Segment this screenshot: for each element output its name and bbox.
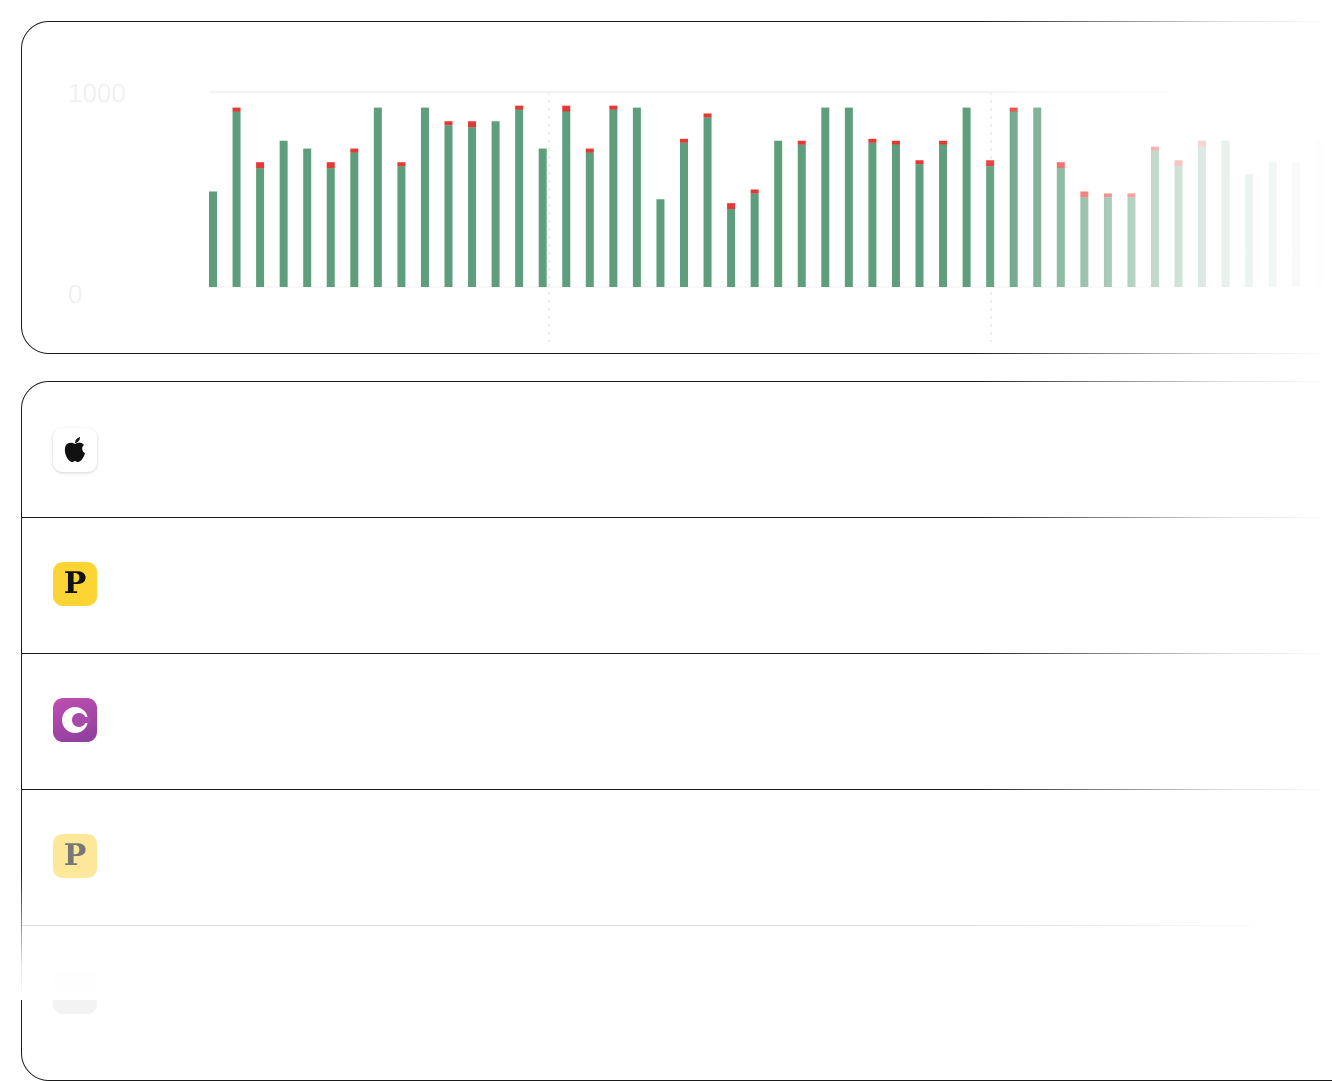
bar-red-20 (680, 138, 688, 143)
bar-green-23 (750, 193, 759, 287)
apple-icon (53, 428, 97, 472)
bar-green-1 (232, 111, 241, 287)
bar-green-20 (680, 142, 688, 287)
bar-green-31 (939, 144, 948, 287)
bar-red-22 (727, 203, 736, 209)
bar-green-45 (1268, 162, 1277, 287)
bar-green-11 (468, 127, 477, 287)
bar-red-28 (868, 138, 877, 143)
bar-green-17 (609, 109, 618, 287)
bar-red-33 (986, 160, 995, 167)
bar-green-40 (1151, 150, 1159, 287)
bar-red-31 (939, 140, 948, 145)
y-axis-tick-max: 1000 (68, 78, 126, 108)
bar-green-22 (727, 209, 736, 287)
bar-green-18 (632, 107, 641, 287)
bar-green-38 (1103, 197, 1112, 287)
crescent-c-icon (53, 698, 97, 742)
list-item[interactable] (22, 654, 1332, 790)
list-item[interactable]: P (22, 790, 1332, 926)
bar-green-47 (1315, 140, 1324, 287)
bar-red-5 (326, 162, 335, 169)
bar-green-5 (326, 168, 335, 287)
bar-red-1 (232, 107, 241, 112)
bar-green-25 (797, 144, 806, 287)
bar-green-7 (373, 107, 382, 287)
bar-red-38 (1103, 193, 1112, 198)
bar-green-26 (821, 107, 830, 287)
chart-card: 1000 0 (21, 21, 1332, 354)
app-list-card: P P (21, 381, 1332, 1081)
bar-green-9 (420, 107, 429, 287)
bar-green-43 (1221, 140, 1230, 287)
bar-green-46 (1292, 162, 1301, 287)
bar-green-14 (538, 148, 547, 287)
p-letter-icon: P (53, 562, 97, 606)
bar-green-39 (1127, 197, 1136, 287)
bar-red-25 (797, 140, 806, 145)
bar-green-2 (256, 168, 265, 287)
list-item[interactable] (22, 926, 1332, 1062)
bar-green-10 (444, 125, 453, 288)
bar-red-40 (1151, 146, 1159, 151)
p-letter-icon: P (53, 834, 97, 878)
bar-red-13 (515, 105, 524, 110)
bar-green-12 (491, 121, 500, 287)
list-item[interactable]: P (22, 518, 1332, 654)
bar-green-24 (774, 140, 783, 287)
bar-green-29 (891, 144, 900, 287)
bar-red-2 (256, 162, 265, 169)
bar-red-8 (397, 162, 406, 167)
bar-green-0 (209, 191, 217, 287)
bar-red-6 (350, 148, 359, 153)
bar-red-29 (891, 140, 900, 145)
y-axis-tick-min: 0 (68, 279, 83, 309)
bar-red-21 (703, 113, 712, 118)
bar-green-41 (1174, 166, 1183, 287)
bar-green-3 (279, 140, 288, 287)
bar-green-4 (303, 148, 312, 287)
bar-green-13 (515, 109, 524, 287)
bar-green-30 (915, 164, 924, 287)
bar-red-30 (915, 160, 924, 165)
bar-red-10 (444, 121, 453, 126)
bar-green-6 (350, 152, 359, 287)
bar-green-19 (656, 199, 665, 287)
bar-green-28 (868, 142, 877, 287)
list-item[interactable] (22, 382, 1332, 518)
bar-green-37 (1080, 197, 1089, 287)
bar-red-39 (1127, 193, 1136, 198)
bar-red-41 (1174, 160, 1183, 167)
bar-green-15 (562, 111, 571, 287)
bar-chart (209, 91, 1324, 342)
bar-red-11 (468, 121, 477, 128)
bar-red-34 (1009, 107, 1018, 112)
bar-red-36 (1056, 162, 1065, 169)
bar-green-42 (1198, 146, 1207, 287)
bar-green-21 (703, 117, 712, 287)
bar-red-23 (750, 189, 759, 194)
bar-red-16 (585, 148, 594, 153)
bar-red-17 (609, 105, 618, 110)
bar-red-15 (562, 105, 571, 112)
bar-green-33 (986, 166, 995, 287)
bar-green-35 (1033, 107, 1042, 287)
bar-green-27 (844, 107, 853, 287)
bar-red-42 (1198, 140, 1207, 147)
bar-green-36 (1056, 168, 1065, 287)
bar-green-34 (1009, 111, 1018, 287)
bar-red-37 (1080, 191, 1089, 198)
crescent-c-icon (53, 970, 97, 1014)
bar-green-16 (585, 152, 594, 287)
bar-green-44 (1245, 173, 1254, 287)
bar-green-8 (397, 166, 406, 287)
bar-green-32 (962, 107, 971, 287)
